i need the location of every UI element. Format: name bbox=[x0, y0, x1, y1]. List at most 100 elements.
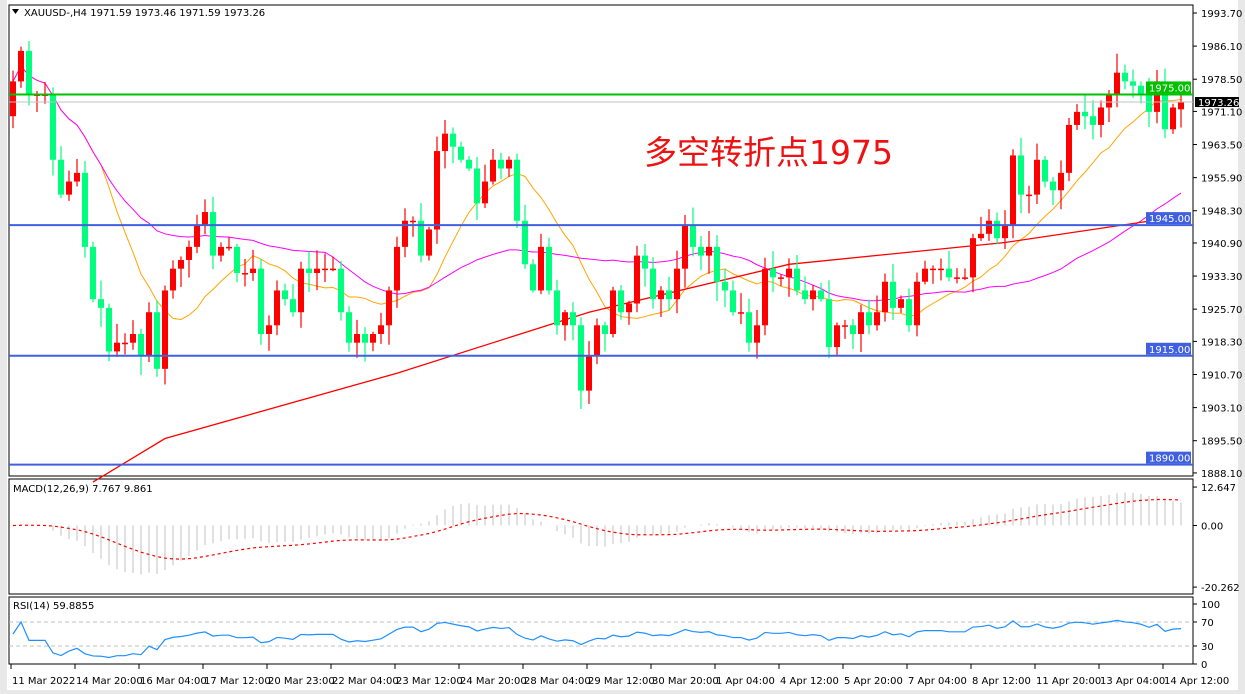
candle bbox=[842, 319, 848, 339]
candle bbox=[58, 146, 64, 199]
candle bbox=[626, 300, 632, 325]
candle bbox=[738, 293, 744, 325]
candle-body bbox=[18, 50, 24, 82]
candle bbox=[154, 300, 160, 377]
candle-body bbox=[1010, 155, 1016, 226]
candle bbox=[906, 288, 912, 332]
candle bbox=[866, 299, 872, 335]
candle-body bbox=[666, 290, 672, 300]
candle bbox=[274, 280, 280, 336]
candle-body bbox=[250, 268, 256, 274]
candle-body bbox=[58, 159, 64, 195]
candle-body bbox=[538, 246, 544, 291]
left-strip bbox=[0, 0, 7, 694]
candle bbox=[506, 156, 512, 177]
candle bbox=[650, 257, 656, 309]
candle bbox=[786, 258, 792, 297]
candle-body bbox=[1106, 94, 1112, 108]
candle-body bbox=[914, 281, 920, 326]
candle-body bbox=[738, 312, 744, 314]
x-tick-label: 17 Mar 12:00 bbox=[204, 676, 271, 687]
candle-body bbox=[370, 333, 376, 343]
candle-body bbox=[1146, 94, 1152, 112]
x-tick-label: 14 Apr 12:00 bbox=[1164, 676, 1229, 687]
candle-body bbox=[922, 268, 928, 282]
candle-body bbox=[850, 325, 856, 334]
candle bbox=[810, 284, 816, 311]
candle-body bbox=[602, 325, 608, 334]
level-label: 1945.00 bbox=[1149, 214, 1190, 225]
candle bbox=[666, 276, 672, 311]
candle bbox=[610, 286, 616, 338]
candle bbox=[442, 119, 448, 169]
candle bbox=[522, 204, 528, 269]
candle bbox=[954, 268, 960, 284]
candle bbox=[690, 207, 696, 257]
candle bbox=[250, 249, 256, 281]
candle bbox=[194, 214, 200, 254]
candle-body bbox=[1002, 225, 1008, 239]
candle bbox=[962, 268, 968, 281]
candle-body bbox=[562, 312, 568, 326]
candle bbox=[970, 233, 976, 293]
candle-body bbox=[810, 290, 816, 300]
candle bbox=[226, 236, 232, 251]
candle-body bbox=[842, 325, 848, 327]
y-tick-label: 1925.70 bbox=[1201, 305, 1242, 316]
candle-body bbox=[866, 312, 872, 326]
y-tick-label: 1940.90 bbox=[1201, 239, 1242, 250]
rsi-y-tick-label: 0 bbox=[1201, 660, 1207, 671]
current-price-label: 1973.26 bbox=[1198, 98, 1239, 109]
candle-body bbox=[530, 264, 536, 291]
candle bbox=[1114, 53, 1120, 108]
x-tick-label: 7 Apr 04:00 bbox=[908, 676, 967, 687]
candle bbox=[914, 272, 920, 337]
candle-body bbox=[514, 159, 520, 221]
candle bbox=[602, 321, 608, 352]
candle-body bbox=[1042, 159, 1048, 182]
candle-body bbox=[658, 290, 664, 300]
candle bbox=[1082, 93, 1088, 130]
candle-body bbox=[490, 159, 496, 182]
candle-body bbox=[482, 181, 488, 204]
candle bbox=[178, 256, 184, 287]
x-tick-label: 22 Mar 04:00 bbox=[332, 676, 399, 687]
dropdown-triangle-icon[interactable] bbox=[12, 9, 19, 14]
candle-body bbox=[330, 268, 336, 271]
macd-panel bbox=[8, 478, 1194, 595]
candle-body bbox=[450, 133, 456, 147]
candle-body bbox=[570, 312, 576, 326]
x-tick-label: 13 Apr 04:00 bbox=[1100, 676, 1165, 687]
candle-body bbox=[394, 246, 400, 291]
candle bbox=[130, 320, 136, 350]
candle-body bbox=[594, 325, 600, 356]
level-label-box bbox=[1146, 81, 1191, 94]
y-tick-label: 1903.10 bbox=[1201, 404, 1242, 415]
candle-body bbox=[50, 94, 56, 160]
rsi-y-tick-label: 30 bbox=[1201, 642, 1214, 653]
candle bbox=[890, 263, 896, 320]
candle bbox=[66, 170, 72, 201]
candle-body bbox=[1178, 102, 1184, 110]
candle-body bbox=[714, 246, 720, 282]
candle bbox=[1058, 160, 1064, 210]
candle bbox=[858, 304, 864, 352]
candle bbox=[138, 328, 144, 376]
candle bbox=[74, 158, 80, 187]
candle bbox=[258, 258, 264, 345]
candle bbox=[682, 214, 688, 288]
candle-body bbox=[194, 225, 200, 247]
candle-body bbox=[1170, 107, 1176, 130]
candle-body bbox=[74, 172, 80, 182]
candle-body bbox=[1130, 81, 1136, 86]
candle bbox=[162, 285, 168, 385]
candle-body bbox=[906, 299, 912, 326]
x-tick-label: 30 Mar 20:00 bbox=[652, 676, 719, 687]
candle-body bbox=[834, 325, 840, 348]
x-tick-label: 5 Apr 20:00 bbox=[844, 676, 903, 687]
candle bbox=[946, 250, 952, 282]
candle bbox=[818, 282, 824, 302]
y-tick-label: 1888.10 bbox=[1201, 469, 1242, 480]
candle-body bbox=[786, 268, 792, 278]
